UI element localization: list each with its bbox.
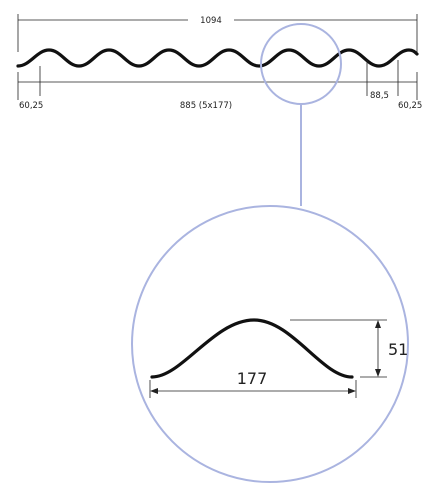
overall-width-label: 1094 — [200, 16, 222, 26]
left-edge-label: 60,25 — [19, 101, 43, 111]
baseline-dimension: 60,25 885 (5x177) 88,5 60,25 — [17, 60, 422, 111]
detail-width-label: 177 — [237, 369, 268, 388]
right-edge-label: 60,25 — [398, 101, 422, 111]
right-pitch-label: 88,5 — [370, 91, 389, 101]
callout-large-circle — [131, 205, 409, 483]
detail-width-arrow-right — [348, 388, 356, 394]
overall-dimension: 1094 — [17, 14, 418, 52]
detail-profile: 177 51 — [149, 318, 408, 398]
detail-height-label: 51 — [388, 340, 408, 359]
middle-span-label: 885 (5x177) — [180, 101, 232, 111]
detail-width-arrow-left — [150, 388, 158, 394]
detail-height-arrow-top — [375, 320, 381, 328]
sheet-profile-wave — [16, 48, 419, 68]
detail-wave-crest — [150, 318, 354, 379]
detail-height-arrow-bottom — [375, 369, 381, 377]
detail-callout — [131, 23, 409, 483]
